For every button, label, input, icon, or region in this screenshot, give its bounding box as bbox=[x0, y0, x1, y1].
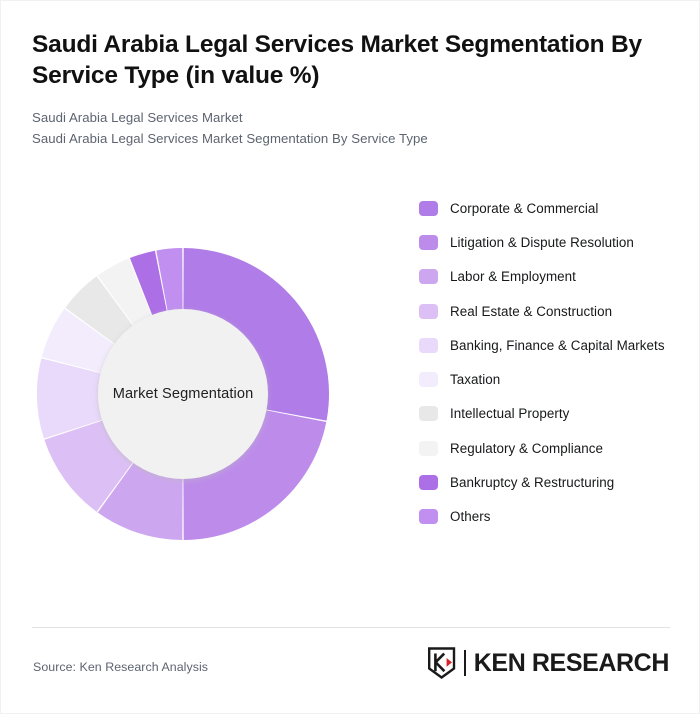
footer-divider bbox=[32, 627, 670, 628]
chart-header: Saudi Arabia Legal Services Market Segme… bbox=[32, 29, 672, 149]
breadcrumb: Saudi Arabia Legal Services Market Saudi… bbox=[32, 107, 672, 150]
donut-hole bbox=[98, 309, 268, 479]
legend-item-label: Taxation bbox=[450, 372, 501, 388]
legend-item-label: Regulatory & Compliance bbox=[450, 440, 603, 456]
legend-color-swatch bbox=[419, 337, 438, 353]
legend-item-label: Labor & Employment bbox=[450, 269, 576, 285]
legend-color-swatch bbox=[419, 372, 438, 388]
legend-item[interactable]: Others bbox=[419, 507, 681, 526]
legend-color-swatch bbox=[419, 201, 438, 216]
legend-color-swatch bbox=[419, 440, 438, 456]
breadcrumb-level-2: Saudi Arabia Legal Services Market Segme… bbox=[32, 131, 428, 147]
legend-item[interactable]: Litigation & Dispute Resolution bbox=[419, 233, 681, 252]
legend-item[interactable]: Bankruptcy & Restructuring bbox=[419, 473, 681, 492]
legend-item[interactable]: Real Estate & Construction bbox=[419, 302, 681, 321]
chart-legend: Corporate & Commercial Litigation & Dispu… bbox=[419, 199, 681, 541]
legend-item[interactable]: Regulatory & Compliance bbox=[419, 439, 681, 458]
legend-item-label: Corporate & Commercial bbox=[450, 201, 599, 216]
legend-item[interactable]: Intellectual Property bbox=[419, 404, 681, 423]
legend-item-label: Real Estate & Construction bbox=[450, 303, 613, 319]
legend-item-label: Others bbox=[450, 508, 491, 524]
breadcrumb-level-1: Saudi Arabia Legal Services Market bbox=[32, 109, 243, 125]
brand-logo: KEN RESEARCH bbox=[427, 646, 669, 680]
brand-name: KEN RESEARCH bbox=[473, 648, 670, 677]
legend-item[interactable]: Corporate & Commercial bbox=[419, 199, 681, 218]
legend-item-label: Intellectual Property bbox=[450, 406, 570, 422]
legend-item[interactable]: Banking, Finance & Capital Markets bbox=[419, 336, 681, 355]
legend-color-swatch bbox=[419, 269, 438, 285]
source-note: Source: Ken Research Analysis bbox=[33, 660, 209, 674]
legend-item[interactable]: Taxation bbox=[419, 370, 681, 389]
brand-separator bbox=[464, 650, 466, 676]
donut-svg bbox=[36, 248, 329, 540]
legend-color-swatch bbox=[419, 303, 438, 319]
ken-research-shield-logo-icon bbox=[428, 647, 456, 679]
legend-color-swatch bbox=[419, 235, 438, 251]
legend-item-label: Litigation & Dispute Resolution bbox=[450, 235, 634, 251]
legend-item-label: Bankruptcy & Restructuring bbox=[450, 474, 615, 490]
page-title: Saudi Arabia Legal Services Market Segme… bbox=[32, 31, 642, 90]
legend-color-swatch bbox=[419, 474, 438, 490]
donut-chart: Market Segmentation bbox=[35, 246, 331, 542]
chart-container: Market Segmentation Corporate & Commerci… bbox=[1, 171, 700, 616]
legend-color-swatch bbox=[419, 406, 438, 422]
legend-color-swatch bbox=[419, 508, 438, 524]
legend-item[interactable]: Labor & Employment bbox=[419, 267, 681, 286]
legend-item-label: Banking, Finance & Capital Markets bbox=[450, 337, 665, 353]
